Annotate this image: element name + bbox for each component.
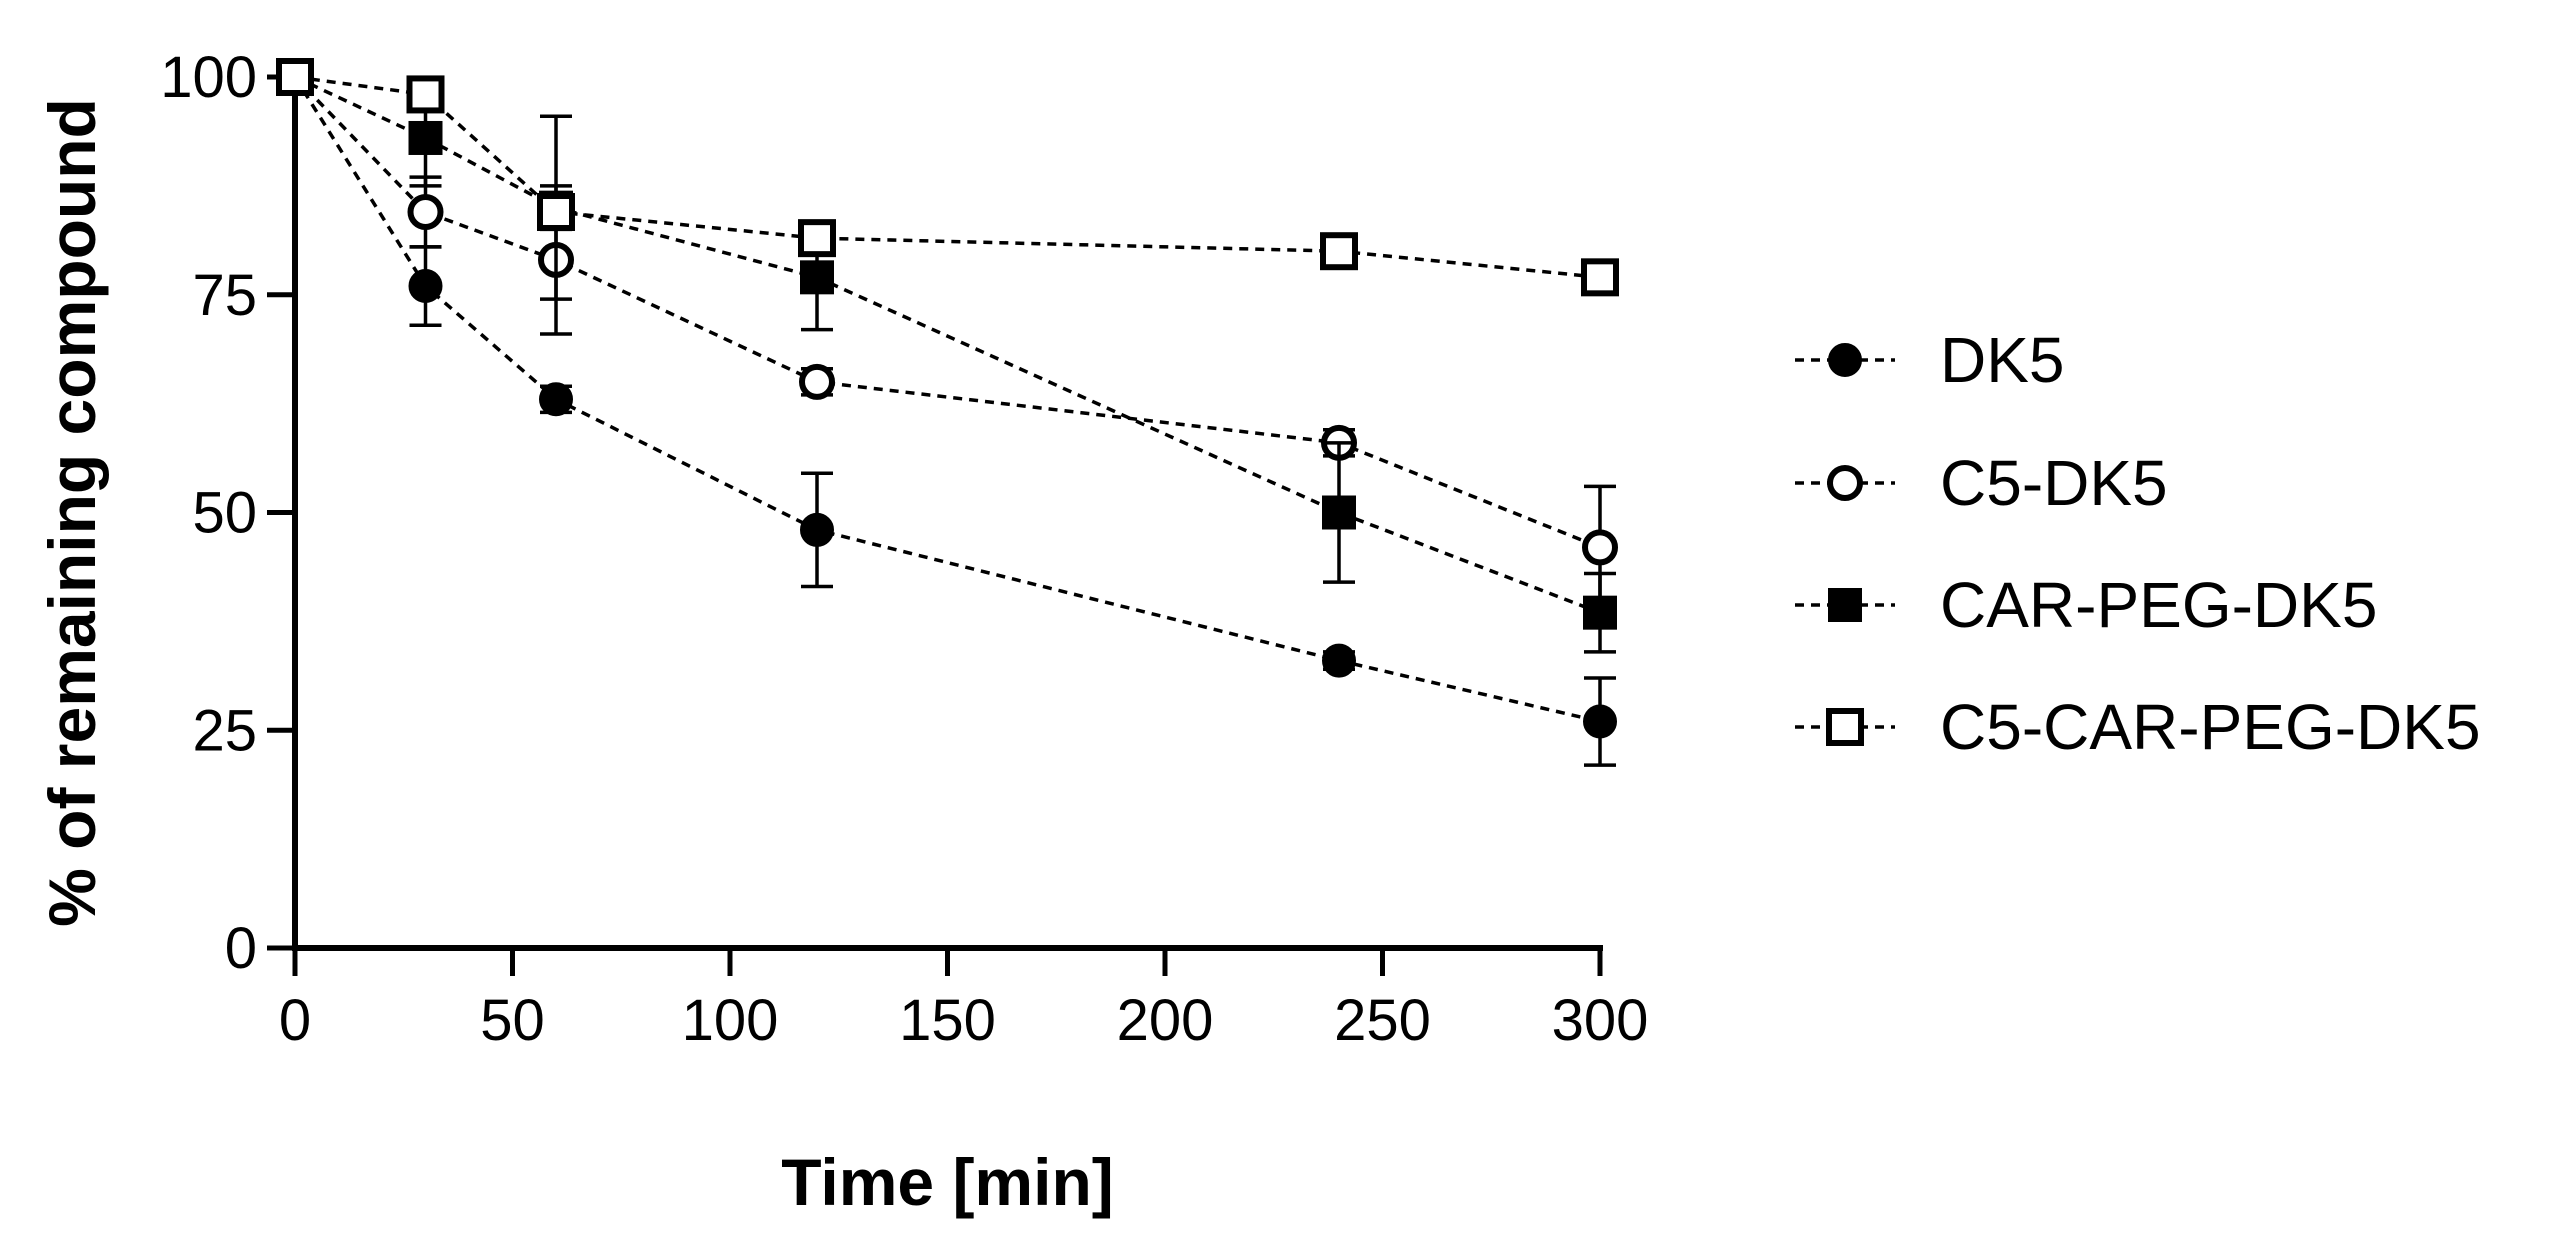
legend-marker (1827, 465, 1863, 501)
y-axis-title: % of remaining compound (35, 98, 109, 927)
data-point (1583, 704, 1617, 739)
data-point (408, 269, 443, 304)
data-point (799, 363, 835, 400)
legend-item-dk5: DK5 (1795, 324, 2065, 396)
data-point (539, 382, 573, 417)
legend-item-c5-dk5: C5-DK5 (1795, 447, 2168, 519)
legend-item-c5-car-peg-dk5: C5-CAR-PEG-DK5 (1795, 691, 2481, 763)
x-tick-label: 300 (1552, 988, 1649, 1053)
data-point (800, 512, 834, 547)
series-c5-car-peg-dk5 (276, 58, 1619, 297)
x-tick-label: 200 (1117, 988, 1214, 1053)
data-point (1583, 595, 1617, 630)
legend-marker (1828, 343, 1862, 377)
data-point (537, 193, 575, 232)
series-dk5 (278, 60, 1617, 767)
series-line (293, 76, 1601, 724)
data-point (276, 58, 314, 96)
legend-label: DK5 (1940, 324, 2065, 396)
y-tick-label: 0 (225, 916, 257, 981)
series-line (294, 75, 1601, 280)
x-tick-label: 250 (1334, 988, 1431, 1053)
x-tick-label: 50 (480, 988, 545, 1053)
data-point (1582, 529, 1618, 566)
y-tick-label: 100 (160, 45, 257, 110)
data-point (800, 260, 834, 295)
data-point (1322, 643, 1356, 678)
y-tick-label: 75 (192, 263, 257, 328)
data-point (406, 75, 445, 114)
data-point (407, 194, 444, 231)
series-line (293, 75, 1601, 549)
legend-marker (1826, 708, 1864, 746)
legend: DK5 C5-DK5 CAR-PEG-DK5 C5-CAR-PEG-DK5 (1795, 324, 2481, 763)
y-tick-label: 25 (192, 698, 257, 763)
legend-marker (1828, 588, 1862, 622)
legend-label: CAR-PEG-DK5 (1940, 569, 2377, 641)
data-point (1322, 495, 1356, 530)
x-axis-title: Time [min] (781, 1145, 1113, 1219)
series-layer (276, 58, 1619, 767)
legend-item-car-peg-dk5: CAR-PEG-DK5 (1795, 569, 2377, 641)
y-tick-label: 50 (192, 481, 257, 546)
data-point (798, 219, 836, 258)
x-tick-label: 100 (682, 988, 779, 1053)
legend-label: C5-CAR-PEG-DK5 (1940, 691, 2481, 763)
x-tick-label: 0 (279, 988, 311, 1053)
series-line (294, 75, 1601, 615)
data-point (1320, 232, 1358, 271)
data-point (1581, 258, 1619, 297)
data-point (408, 120, 443, 155)
series-car-peg-dk5 (278, 60, 1617, 654)
legend-label: C5-DK5 (1940, 447, 2168, 519)
axes: 0 25 50 75 100 0 50 100 150 200 250 300 (160, 45, 1648, 1053)
x-tick-label: 150 (899, 988, 996, 1053)
